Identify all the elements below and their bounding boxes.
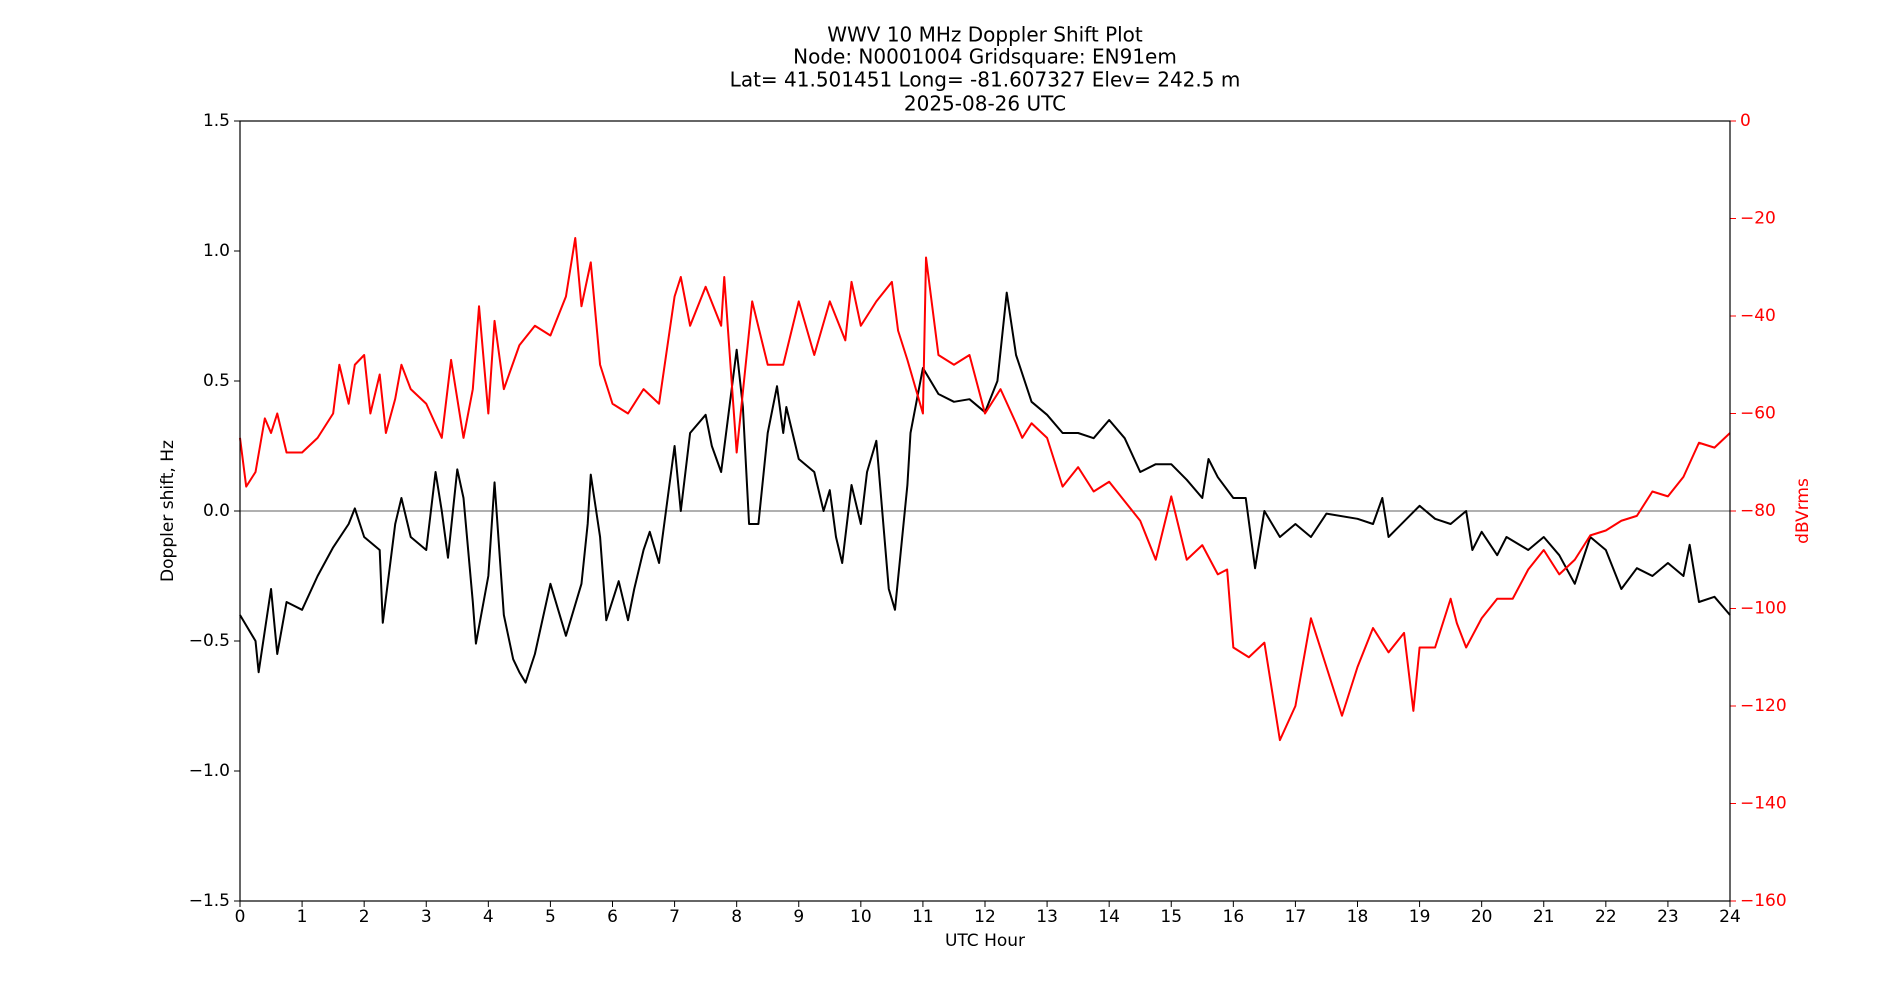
x-tick-label: 4 <box>483 907 494 927</box>
y-axis-label: Doppler shift, Hz <box>158 440 178 582</box>
chart-subtitle: Lat= 41.501451 Long= -81.607327 Elev= 24… <box>730 68 1241 92</box>
x-tick-label: 13 <box>1036 907 1058 927</box>
y2-axis-label: dBVrms <box>1793 478 1813 544</box>
chart-subtitle: 2025-08-26 UTC <box>904 92 1066 116</box>
x-tick-label: 9 <box>793 907 804 927</box>
x-axis-label: UTC Hour <box>945 931 1025 951</box>
x-tick-label: 7 <box>669 907 680 927</box>
y2-tick-label: −40 <box>1740 306 1776 326</box>
x-tick-label: 12 <box>974 907 996 927</box>
x-tick-label: 2 <box>359 907 370 927</box>
x-tick-label: 22 <box>1595 907 1617 927</box>
x-tick-label: 6 <box>607 907 618 927</box>
x-tick-label: 3 <box>421 907 432 927</box>
x-tick-label: 24 <box>1719 907 1741 927</box>
y-tick-label: −1.5 <box>189 891 230 911</box>
x-tick-label: 18 <box>1347 907 1369 927</box>
x-tick-label: 1 <box>297 907 308 927</box>
plot-frame <box>239 120 1731 902</box>
y2-tick-label: −120 <box>1740 696 1787 716</box>
x-tick-label: 23 <box>1657 907 1679 927</box>
y-tick-label: −0.5 <box>189 631 230 651</box>
y-tick-label: −1.0 <box>189 761 230 781</box>
data-line <box>239 291 1731 684</box>
x-tick-label: 11 <box>912 907 934 927</box>
x-tick-label: 10 <box>850 907 872 927</box>
y-tick-label: 0.0 <box>203 501 230 521</box>
y2-tick-label: −20 <box>1740 209 1776 229</box>
x-tick-label: 14 <box>1098 907 1120 927</box>
y2-tick-label: −140 <box>1740 794 1787 814</box>
y-tick-label: 0.5 <box>203 371 230 391</box>
x-tick-label: 19 <box>1409 907 1431 927</box>
x-tick-label: 21 <box>1533 907 1555 927</box>
chart-subtitle: Node: N0001004 Gridsquare: EN91em <box>793 45 1177 69</box>
x-tick-label: 5 <box>545 907 556 927</box>
data-line <box>239 237 1731 742</box>
y2-tick-label: −80 <box>1740 501 1776 521</box>
y2-tick-label: −60 <box>1740 404 1776 424</box>
x-tick-label: 20 <box>1471 907 1493 927</box>
x-tick-label: 15 <box>1160 907 1182 927</box>
y-tick-label: 1.5 <box>203 111 230 131</box>
x-tick-label: 17 <box>1285 907 1307 927</box>
x-tick-label: 0 <box>235 907 246 927</box>
y2-tick-label: 0 <box>1740 111 1751 131</box>
y-tick-label: 1.0 <box>203 241 230 261</box>
y2-tick-label: −100 <box>1740 599 1787 619</box>
x-tick-label: 16 <box>1223 907 1245 927</box>
chart-title: WWV 10 MHz Doppler Shift Plot <box>827 23 1143 47</box>
y2-tick-label: −160 <box>1740 891 1787 911</box>
x-tick-label: 8 <box>731 907 742 927</box>
